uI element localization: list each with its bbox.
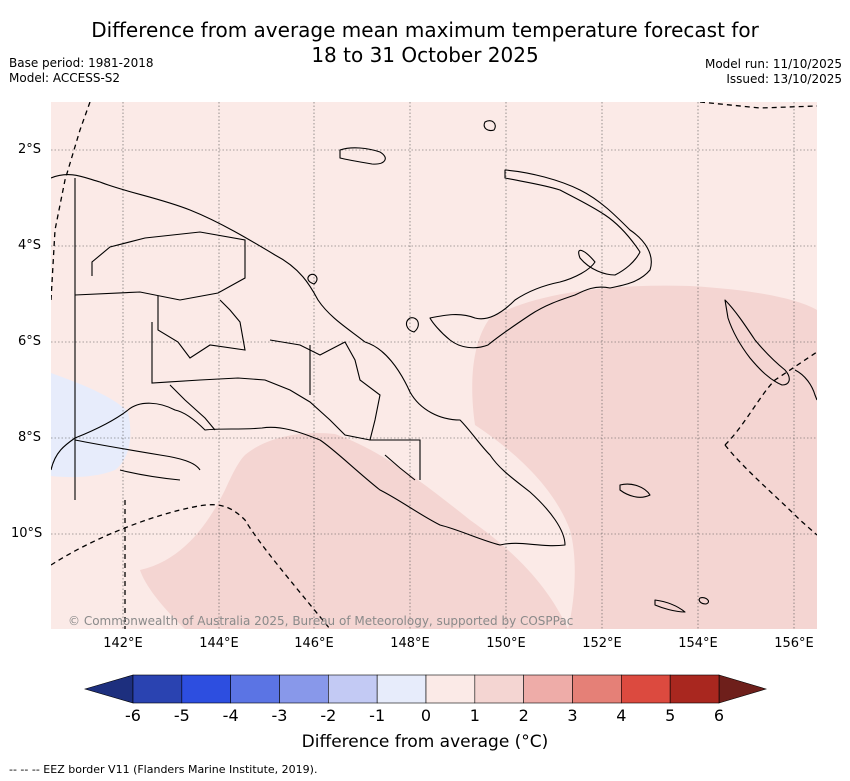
- new-britain-coast: [429, 169, 652, 349]
- region-shading-1-2-south: [140, 432, 568, 629]
- gridlines: [51, 102, 817, 629]
- colorbar-segment: [328, 674, 378, 704]
- colorbar-segment: [474, 674, 524, 704]
- map-title: Difference from average mean maximum tem…: [0, 18, 850, 68]
- lon-label-152e: 152°E: [582, 636, 622, 651]
- colorbar-tick-label: -5: [173, 706, 190, 725]
- colorbar-tick-label: -1: [369, 706, 386, 725]
- colorbar-under-triangle: [83, 674, 134, 704]
- small-islands-north: [307, 120, 496, 333]
- bougainville-island: [794, 369, 817, 401]
- issued-date: Issued: 13/10/2025: [726, 72, 842, 86]
- model-run: Model run: 11/10/2025: [704, 57, 842, 71]
- colorbar-tick-label: -2: [320, 706, 337, 725]
- colorbar-tick-label: -3: [271, 706, 288, 725]
- new-guinea-coast: [51, 174, 566, 547]
- colorbar-segment: [132, 674, 183, 704]
- colorbar-segment: [523, 674, 573, 704]
- colorbar-title: Difference from average (°C): [301, 732, 549, 752]
- south-coast-detail: [74, 439, 201, 481]
- title-line-2: 18 to 31 October 2025: [311, 43, 539, 67]
- coastlines: [51, 120, 817, 613]
- colorbar-segment: [572, 674, 622, 704]
- lon-label-144e: 144°E: [199, 636, 239, 651]
- copyright-notice: © Commonwealth of Australia 2025, Bureau…: [68, 614, 574, 628]
- lon-label-150e: 150°E: [486, 636, 526, 651]
- eastern-islands: [619, 483, 709, 613]
- eez-legend-note: -- -- -- EEZ border V11 (Flanders Marine…: [9, 763, 318, 776]
- lat-label-4s: 4°S: [18, 238, 42, 253]
- colorbar-tick-label: 1: [469, 706, 480, 725]
- colorbar: [83, 674, 768, 704]
- colorbar-tick-label: 2: [518, 706, 529, 725]
- region-shading-1-2-east: [472, 285, 817, 629]
- manus-island: [339, 147, 386, 165]
- lat-label-2s: 2°S: [18, 142, 42, 157]
- colorbar-tick-label: 4: [616, 706, 627, 725]
- lon-label-142e: 142°E: [103, 636, 143, 651]
- colorbar-tick-label: -6: [125, 706, 141, 725]
- lon-label-148e: 148°E: [390, 636, 430, 651]
- lat-label-10s: 10°S: [11, 526, 43, 541]
- eez-borders: [51, 102, 817, 629]
- new-ireland-coast: [724, 299, 790, 386]
- colorbar-tick-label: 3: [567, 706, 578, 725]
- lon-label-146e: 146°E: [294, 636, 334, 651]
- run-info: Model run: 11/10/2025 Issued: 13/10/2025: [705, 57, 842, 87]
- model-name: Model: ACCESS-S2: [9, 71, 121, 85]
- colorbar-segment: [181, 674, 231, 704]
- colorbar-tick-label: 6: [713, 706, 725, 725]
- lat-label-8s: 8°S: [18, 430, 42, 445]
- lon-label-154e: 154°E: [678, 636, 718, 651]
- colorbar-tick-label: 0: [420, 706, 432, 725]
- colorbar-segment: [669, 674, 720, 704]
- colorbar-segment: [230, 674, 280, 704]
- region-shading-neg-west: [51, 373, 131, 478]
- colorbar-tick-label: 5: [665, 706, 676, 725]
- lat-label-6s: 6°S: [18, 334, 42, 349]
- colorbar-segment: [425, 674, 476, 704]
- title-line-1: Difference from average mean maximum tem…: [91, 18, 759, 42]
- base-period: Base period: 1981-2018: [9, 56, 154, 70]
- colorbar-tick-label: -4: [222, 706, 239, 725]
- colorbar-segment: [279, 674, 329, 704]
- colorbar-segment: [621, 674, 671, 704]
- colorbar-segment: [376, 674, 427, 704]
- lon-label-156e: 156°E: [774, 636, 814, 651]
- colorbar-over-triangle: [718, 674, 768, 704]
- province-borders: [74, 178, 421, 500]
- model-info: Base period: 1981-2018 Model: ACCESS-S2: [9, 56, 154, 86]
